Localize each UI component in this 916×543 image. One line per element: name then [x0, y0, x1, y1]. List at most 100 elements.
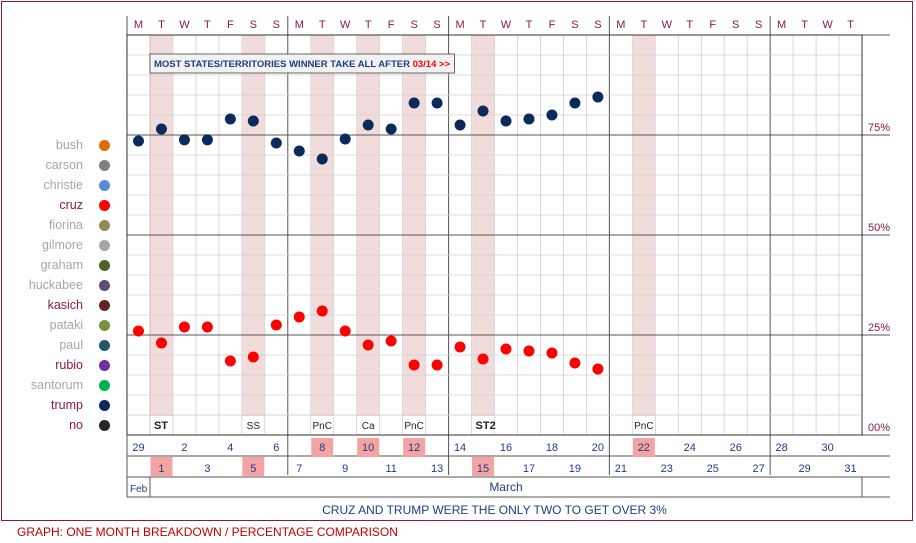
- weekday-label: W: [501, 19, 512, 31]
- date-label: 27: [753, 463, 765, 475]
- data-point-cruz: [523, 345, 535, 357]
- date-label: 26: [730, 442, 742, 454]
- date-label: 7: [296, 463, 302, 475]
- weekday-label: S: [273, 19, 280, 31]
- data-point-cruz: [431, 359, 443, 371]
- date-label: 9: [342, 463, 348, 475]
- event-label: Ca: [362, 421, 375, 432]
- date-label: 6: [273, 442, 279, 454]
- event-label-bg: [403, 416, 426, 434]
- data-point-cruz: [546, 347, 558, 359]
- data-point-cruz: [477, 353, 489, 365]
- data-point-cruz: [224, 355, 236, 367]
- event-label-bg: [150, 416, 173, 434]
- data-point-cruz: [592, 363, 604, 375]
- y-tick-label: 25%: [868, 322, 890, 334]
- data-point-cruz: [454, 341, 466, 353]
- date-label: 13: [431, 463, 443, 475]
- legend-label-pataki: pataki: [49, 318, 83, 332]
- date-label: 10: [362, 442, 374, 454]
- date-label: 15: [477, 463, 489, 475]
- data-point-trump: [592, 91, 604, 103]
- legend-dot-graham: [99, 260, 110, 271]
- date-label: 12: [408, 442, 420, 454]
- data-point-cruz: [247, 351, 259, 363]
- legend-dot-carson: [99, 160, 110, 171]
- date-label: 25: [707, 463, 719, 475]
- data-point-trump: [523, 113, 535, 125]
- data-point-trump: [132, 135, 144, 147]
- month-label-march: March: [489, 480, 522, 494]
- y-tick-label: 75%: [868, 122, 890, 134]
- weekday-label: S: [571, 19, 578, 31]
- weekday-label: W: [822, 19, 833, 31]
- data-point-trump: [316, 153, 328, 165]
- date-label: 29: [132, 442, 144, 454]
- data-point-trump: [500, 115, 512, 127]
- weekday-label: T: [204, 19, 211, 31]
- weekday-label: T: [640, 19, 647, 31]
- data-point-cruz: [155, 337, 167, 349]
- weekday-label: F: [709, 19, 716, 31]
- date-label: 30: [821, 442, 833, 454]
- date-label: 18: [546, 442, 558, 454]
- data-point-trump: [408, 97, 420, 109]
- date-highlight: [242, 457, 265, 476]
- weekday-label: W: [179, 19, 190, 31]
- data-point-trump: [431, 97, 443, 109]
- event-label: PnC: [313, 421, 332, 432]
- data-point-cruz: [408, 359, 420, 371]
- legend-label-graham: graham: [40, 258, 83, 272]
- weekday-label: S: [732, 19, 739, 31]
- data-point-trump: [569, 97, 581, 109]
- weekday-label: M: [134, 19, 143, 31]
- weekday-label: T: [365, 19, 372, 31]
- date-label: 3: [204, 463, 210, 475]
- banner-highlight: 03/14 >>: [413, 59, 451, 70]
- legend-label-bush: bush: [55, 138, 83, 152]
- legend-dot-christie: [99, 180, 110, 191]
- data-point-trump: [178, 134, 190, 146]
- date-label: 14: [454, 442, 466, 454]
- weekday-label: T: [801, 19, 808, 31]
- data-point-cruz: [132, 325, 144, 337]
- legend-dot-no: [99, 420, 110, 431]
- date-label: 1: [158, 463, 164, 475]
- date-label: 2: [181, 442, 187, 454]
- data-point-cruz: [201, 321, 213, 333]
- legend-dot-trump: [99, 400, 110, 411]
- legend-dot-rubio: [99, 360, 110, 371]
- data-point-trump: [270, 137, 282, 149]
- weekday-label: T: [847, 19, 854, 31]
- banner-box: [149, 53, 455, 74]
- date-label: 11: [385, 463, 396, 475]
- date-label: 22: [638, 442, 650, 454]
- chart-frame: [1, 1, 913, 521]
- data-point-trump: [201, 134, 213, 146]
- weekday-label: S: [594, 19, 601, 31]
- weekday-label: S: [433, 19, 440, 31]
- date-label: 19: [569, 463, 581, 475]
- weekday-label: F: [388, 19, 395, 31]
- date-label: 4: [227, 442, 233, 454]
- weekday-label: M: [455, 19, 464, 31]
- weekday-label: W: [662, 19, 673, 31]
- month-label-feb: Feb: [130, 484, 148, 495]
- weekday-label: M: [616, 19, 625, 31]
- legend-label-kasich: kasich: [47, 298, 83, 312]
- data-point-cruz: [500, 343, 512, 355]
- data-point-trump: [293, 145, 305, 157]
- weekday-label: M: [295, 19, 304, 31]
- weekday-label: T: [319, 19, 326, 31]
- date-label: 8: [319, 442, 325, 454]
- legend-dot-paul: [99, 340, 110, 351]
- data-point-trump: [454, 119, 466, 131]
- date-highlight: [311, 438, 334, 457]
- data-point-trump: [247, 115, 259, 127]
- legend-dot-pataki: [99, 320, 110, 331]
- chart-caption: CRUZ AND TRUMP WERE THE ONLY TWO TO GET …: [322, 503, 667, 517]
- legend-label-no: no: [69, 418, 83, 432]
- legend-dot-gilmore: [99, 240, 110, 251]
- weekday-label: T: [526, 19, 533, 31]
